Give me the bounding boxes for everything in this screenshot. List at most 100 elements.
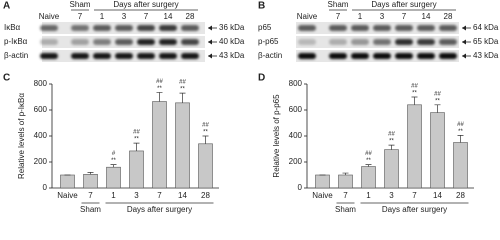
blot-band — [137, 25, 155, 31]
significance: ## — [133, 130, 140, 136]
x-tick-label: Naive — [57, 191, 78, 200]
row-label: p-IκBα — [4, 37, 28, 46]
error-bar — [457, 135, 464, 143]
significance: ** — [435, 98, 440, 104]
significance: ## — [457, 122, 464, 128]
blot-band — [181, 25, 199, 31]
y-tick-label: 800 — [289, 79, 303, 88]
arrow-head — [208, 39, 212, 45]
bar — [175, 102, 190, 189]
significance: ## — [365, 151, 372, 157]
significance: ** — [203, 130, 208, 136]
group-label: Sham — [335, 205, 356, 214]
bar — [430, 112, 445, 189]
y-tick-label: 0 — [298, 183, 303, 192]
lane-label: 7 — [336, 12, 341, 21]
blot-band — [71, 53, 89, 59]
error-bar — [388, 144, 395, 150]
x-tick-label: 7 — [88, 191, 93, 200]
error-bar — [179, 92, 186, 103]
bar — [453, 142, 468, 189]
significance: ** — [366, 158, 371, 164]
panel-letter: D — [258, 73, 265, 84]
arrow-head — [462, 25, 466, 31]
blot-band — [329, 25, 347, 31]
x-tick-label: 28 — [456, 191, 465, 200]
lane-label: 3 — [380, 12, 385, 21]
y-tick-label: 600 — [34, 105, 48, 114]
blot-band — [329, 53, 347, 59]
blot-band — [417, 53, 435, 59]
size-label: 65 kDa — [473, 37, 499, 46]
size-label: 36 kDa — [219, 23, 245, 32]
group-label: Sham — [80, 205, 101, 214]
error-bar — [133, 142, 140, 151]
panel-letter: A — [3, 1, 10, 12]
x-tick-label: 28 — [201, 191, 210, 200]
size-label: 40 kDa — [219, 37, 245, 46]
blot-band — [373, 25, 391, 31]
error-bar — [342, 172, 349, 175]
bar — [129, 150, 144, 189]
blot-band — [159, 39, 177, 45]
blot-band — [93, 53, 111, 59]
bar — [338, 174, 353, 189]
blot-band — [93, 39, 111, 45]
arrow-head — [208, 25, 212, 31]
x-tick-label: 1 — [111, 191, 116, 200]
x-tick-label: 14 — [178, 191, 187, 200]
x-tick-label: 3 — [134, 191, 139, 200]
bar — [361, 166, 376, 189]
blot-band — [351, 25, 369, 31]
y-tick-label: 400 — [289, 131, 303, 140]
group-label: Sham — [328, 0, 349, 9]
bar — [152, 101, 167, 189]
blot-band — [115, 39, 133, 45]
significance: ** — [157, 86, 162, 92]
x-tick-label: Naive — [312, 191, 333, 200]
y-axis-label: Relative levels of p-p65 — [272, 94, 281, 178]
significance: ** — [412, 91, 417, 97]
arrow-head — [462, 53, 466, 59]
significance: ## — [179, 80, 186, 86]
error-bar — [202, 135, 209, 144]
size-label: 64 kDa — [473, 23, 499, 32]
significance: ## — [434, 91, 441, 97]
group-label: Days after surgery — [127, 205, 192, 214]
error-bar — [156, 92, 163, 102]
x-tick-label: 7 — [157, 191, 162, 200]
blot-band — [439, 39, 457, 45]
y-tick-label: 800 — [34, 79, 48, 88]
arrow-head — [208, 53, 212, 59]
blot-band — [439, 25, 457, 31]
blot-band — [298, 25, 316, 31]
lane-label: 1 — [358, 12, 363, 21]
group-label: Days after surgery — [371, 0, 436, 9]
bar — [384, 149, 399, 189]
significance: ** — [180, 87, 185, 93]
significance: ** — [389, 139, 394, 145]
lane-label: Naive — [297, 12, 318, 21]
blot-band — [71, 39, 89, 45]
blot-band — [40, 25, 58, 31]
y-tick-label: 400 — [34, 131, 48, 140]
blot-band — [395, 39, 413, 45]
bar — [407, 104, 422, 189]
blot-band — [137, 39, 155, 45]
row-label: IκBα — [4, 23, 21, 32]
error-bar — [365, 164, 372, 167]
blot-band — [298, 39, 316, 45]
blot-band — [351, 53, 369, 59]
group-label: Days after surgery — [113, 0, 178, 9]
x-tick-label: 3 — [389, 191, 394, 200]
blot-band — [115, 53, 133, 59]
significance: ## — [388, 132, 395, 138]
significance: ** — [458, 129, 463, 135]
lane-label: 14 — [164, 12, 173, 21]
x-tick-label: 7 — [343, 191, 348, 200]
blot-band — [115, 25, 133, 31]
lane-label: 14 — [422, 12, 431, 21]
x-tick-label: 14 — [433, 191, 442, 200]
lane-label: 7 — [402, 12, 407, 21]
